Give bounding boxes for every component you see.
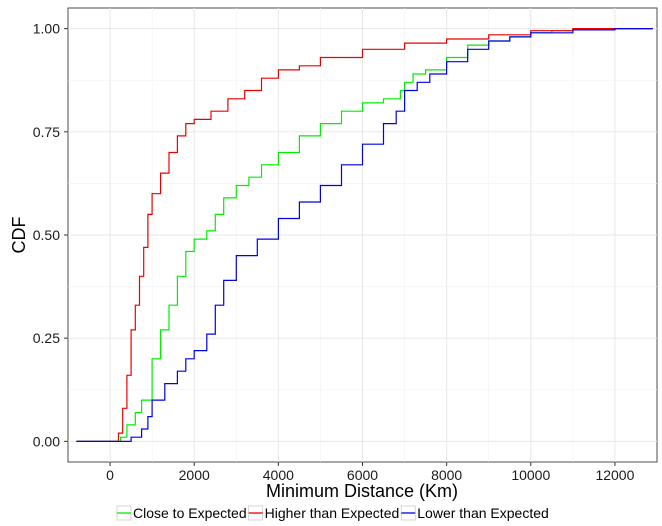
x-tick-label: 6000 [347, 467, 378, 483]
x-tick-label: 2000 [179, 467, 210, 483]
legend-label-higher-than-expected: Higher than Expected [265, 505, 400, 521]
x-tick-label: 10000 [511, 467, 550, 483]
y-axis-title: CDF [9, 217, 29, 254]
x-axis-ticks: 0 2000 4000 6000 8000 10000 12000 [106, 462, 635, 483]
y-tick-label: 0.25 [33, 330, 60, 346]
series-line-lower-than-expected [76, 28, 653, 442]
y-tick-label: 0.50 [33, 227, 60, 243]
y-tick-label: 1.00 [33, 21, 60, 37]
legend-label-lower-than-expected: Lower than Expected [417, 505, 549, 521]
x-tick-label: 12000 [595, 467, 634, 483]
y-tick-label: 0.00 [33, 433, 60, 449]
x-tick-label: 4000 [263, 467, 294, 483]
y-axis-ticks: 0.00 0.25 0.50 0.75 1.00 [33, 21, 68, 449]
x-axis-title: Minimum Distance (Km) [266, 481, 458, 501]
legend: Close to Expected Higher than Expected Low… [116, 505, 549, 521]
series-line-higher-than-expected [76, 28, 653, 442]
x-tick-label: 8000 [431, 467, 462, 483]
legend-label-close-to-expected: Close to Expected [133, 505, 247, 521]
x-tick-label: 0 [106, 467, 114, 483]
series-lines [76, 28, 653, 442]
y-tick-label: 0.75 [33, 124, 60, 140]
